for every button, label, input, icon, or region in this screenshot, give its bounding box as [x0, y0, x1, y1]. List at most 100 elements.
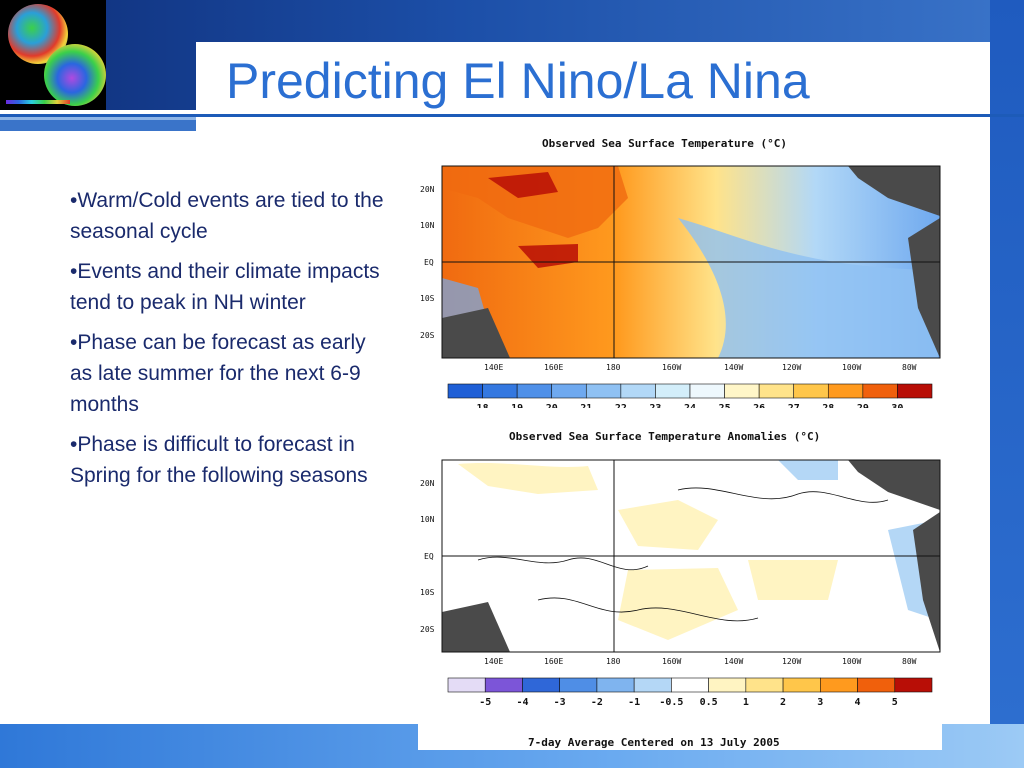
lon-label: 120W [782, 657, 801, 666]
lon-label: 160E [544, 363, 563, 372]
lat-label: 10N [420, 515, 435, 524]
colorbar-swatch [897, 383, 933, 399]
left-accent-highlight [0, 117, 196, 120]
colorbar-label: -4 [516, 697, 528, 708]
colorbar-swatch [862, 383, 898, 399]
colorbar-swatch [655, 383, 691, 399]
warm-pool [442, 166, 628, 238]
lon-label: 160E [544, 657, 563, 666]
colorbar-swatch [620, 383, 656, 399]
colorbar-swatch [633, 677, 672, 693]
colorbar-label: -0.5 [659, 697, 683, 708]
title-rule [0, 114, 1024, 117]
colorbar-label: 1 [743, 697, 749, 708]
colorbar-swatch [724, 383, 760, 399]
positive-anomaly [458, 463, 598, 494]
colorbar-swatch [820, 677, 858, 693]
colorbar-swatch [671, 677, 709, 693]
lat-label: 20S [420, 331, 435, 340]
land-mass [908, 218, 940, 358]
colorbar-label: 18 [477, 403, 489, 408]
colorbar-swatch [447, 677, 486, 693]
sst-panel-title: Observed Sea Surface Temperature (°C) [542, 137, 788, 150]
lon-label: 120W [782, 363, 801, 372]
colorbar-swatch [482, 383, 518, 399]
colorbar-swatch [596, 677, 635, 693]
colorbar-label: -2 [591, 697, 603, 708]
logo-color-scale [6, 100, 70, 104]
sst-figure: Observed Sea Surface Temperature (°C) 20… [418, 128, 942, 750]
bullet-item: •Warm/Cold events are tied to the season… [70, 189, 384, 243]
cool-tongue [678, 218, 938, 358]
lat-label: EQ [424, 258, 434, 267]
lon-label: 100W [842, 363, 861, 372]
bullet-item: •Phase can be forecast as early as late … [70, 331, 366, 416]
lon-label: 140E [484, 363, 503, 372]
colorbar-label: 30 [891, 403, 903, 408]
colorbar-label: 24 [684, 403, 696, 408]
colorbar-label: 5 [892, 697, 898, 708]
colorbar-swatch [447, 383, 483, 399]
lon-label: 140W [724, 657, 743, 666]
colorbar-label: 0.5 [700, 697, 718, 708]
anomaly-panel-title: Observed Sea Surface Temperature Anomali… [509, 430, 821, 443]
colorbar-label: 20 [546, 403, 558, 408]
land-mass [848, 166, 940, 216]
colorbar-label: 25 [719, 403, 731, 408]
positive-anomaly [618, 500, 718, 550]
colorbar-swatch [857, 677, 896, 693]
land-mass [442, 602, 510, 652]
globe-icon [44, 44, 106, 106]
colorbar-label: -1 [628, 697, 640, 708]
left-accent-bar [0, 117, 196, 131]
negative-anomaly [778, 460, 838, 480]
colorbar-swatch [559, 677, 598, 693]
colorbar-swatch [516, 383, 553, 399]
globe-logo [0, 0, 106, 110]
lat-label: EQ [424, 552, 434, 561]
colorbar-label: 21 [580, 403, 592, 408]
colorbar-swatch [522, 677, 560, 693]
slide-title: Predicting El Nino/La Nina [226, 53, 810, 109]
colorbar-swatch [484, 677, 523, 693]
colorbar-swatch [782, 677, 821, 693]
lat-label: 20N [420, 185, 435, 194]
bullet-list: •Warm/Cold events are tied to the season… [70, 185, 390, 500]
colorbar-swatch [827, 383, 864, 399]
map-frame [441, 459, 941, 653]
right-band [990, 0, 1024, 768]
bullet-item: •Phase is difficult to forecast in Sprin… [70, 433, 368, 487]
colorbar-label: 23 [649, 403, 661, 408]
colorbar-label: -5 [479, 697, 491, 708]
colorbar-swatch [894, 677, 933, 693]
figure-footer: 7-day Average Centered on 13 July 2005 [528, 736, 780, 749]
colorbar-swatch [708, 677, 747, 693]
colorbar-label: 29 [857, 403, 869, 408]
sst-map: 20N 10N EQ 10S 20S 140E 160E 180 160W 14… [420, 165, 941, 408]
land-mass [913, 512, 940, 652]
lon-label: 160W [662, 363, 681, 372]
colorbar-swatch [758, 383, 795, 399]
lon-label: 80W [902, 657, 917, 666]
lon-label: 160W [662, 657, 681, 666]
colorbar-label: 19 [511, 403, 523, 408]
lon-label: 180 [606, 657, 621, 666]
colorbar-label: 22 [615, 403, 627, 408]
title-panel [196, 42, 990, 112]
lat-label: 10N [420, 221, 435, 230]
colorbar-swatch [689, 383, 725, 399]
positive-anomaly [748, 560, 838, 600]
colorbar-label: 27 [788, 403, 800, 408]
colorbar-swatch [793, 383, 829, 399]
warmest-region [488, 172, 558, 198]
colorbar-swatch [551, 383, 587, 399]
lat-label: 20N [420, 479, 435, 488]
lat-label: 10S [420, 294, 435, 303]
lat-label: 10S [420, 588, 435, 597]
anomaly-map: 20N 10N EQ 10S 20S 140E 160E 180 160W 14… [420, 459, 941, 708]
lon-label: 80W [902, 363, 917, 372]
anomaly-colorbar: -5 -4 -3 -2 -1 -0.5 0.5 1 2 3 4 5 [447, 677, 933, 708]
colorbar-label: 4 [855, 697, 861, 708]
lon-label: 180 [606, 363, 621, 372]
colorbar-swatch [745, 677, 784, 693]
